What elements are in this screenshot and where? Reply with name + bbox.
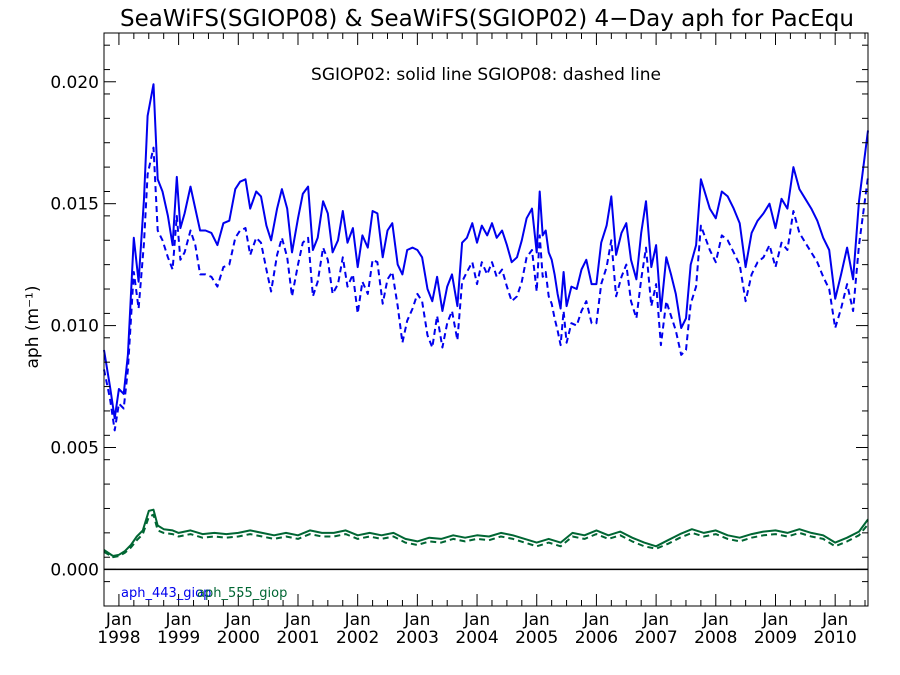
series-layer [103,83,869,559]
legend-item-aph-555: aph_555_giop [197,586,287,601]
x-tick-label-year: 1999 [157,628,200,648]
x-tick-label-year: 2004 [455,628,498,648]
series-line-aph-443-giop-dashed [103,146,869,432]
x-tick-label-month: Jan [403,610,430,630]
y-tick-label: 0.000 [50,560,99,580]
y-tick-label: 0.020 [50,73,99,93]
series-line-aph-555-giop-dashed [103,513,869,559]
x-tick-label-month: Jan [165,610,192,630]
x-tick-label-month: Jan [523,610,550,630]
legend: aph_443_giop aph_555_giop [121,586,287,601]
x-tick-label-year: 2000 [217,628,260,648]
plot-frame [103,32,869,607]
x-tick-label-year: 2005 [515,628,558,648]
x-tick-label-month: Jan [642,610,669,630]
x-tick-label-year: 2006 [575,628,618,648]
x-tick-label-year: 1998 [97,628,140,648]
x-tick-label-month: Jan [284,610,311,630]
x-tick-label-month: Jan [821,610,848,630]
x-tick-label-year: 2008 [694,628,737,648]
x-tick-label-year: 2009 [754,628,797,648]
x-tick-label-month: Jan [224,610,251,630]
x-tick-label-year: 2003 [396,628,439,648]
y-axis-label: aph (m⁻¹) [23,286,43,369]
x-tick-label-month: Jan [344,610,371,630]
series-line-aph-443-giop-solid [103,83,869,420]
legend-item-aph-443: aph_443_giop [121,586,211,601]
x-tick-label-month: Jan [582,610,609,630]
chart-title: SeaWiFS(SGIOP08) & SeaWiFS(SGIOP02) 4−Da… [120,6,854,32]
series-line-aph-555-giop-solid [103,508,869,557]
y-tick-label: 0.010 [50,317,99,337]
line-style-note: SGIOP02: solid line SGIOP08: dashed line [311,65,661,85]
x-tick-label-year: 2007 [634,628,677,648]
y-tick-label: 0.015 [50,195,99,215]
x-tick-label-year: 2010 [814,628,857,648]
x-tick-label-month: Jan [105,610,132,630]
y-tick-label: 0.005 [50,439,99,459]
x-tick-label-month: Jan [761,610,788,630]
x-tick-label-year: 2001 [276,628,319,648]
x-tick-label-month: Jan [702,610,729,630]
axes-layer: 0.0000.0050.0100.0150.020Jan1998Jan1999J… [50,32,869,648]
x-tick-label-year: 2002 [336,628,379,648]
x-tick-label-month: Jan [463,610,490,630]
